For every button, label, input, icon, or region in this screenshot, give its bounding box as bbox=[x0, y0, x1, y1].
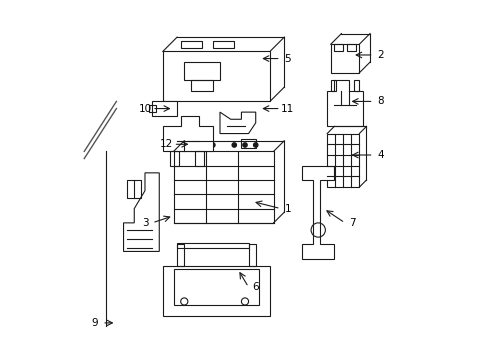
Bar bbox=[242, 139, 256, 148]
Bar bbox=[354, 80, 359, 91]
Bar bbox=[152, 102, 177, 116]
Text: 2: 2 bbox=[377, 50, 384, 60]
Bar bbox=[347, 44, 356, 51]
Polygon shape bbox=[220, 112, 256, 134]
Text: 12: 12 bbox=[160, 139, 173, 149]
Bar bbox=[213, 41, 234, 48]
Circle shape bbox=[243, 143, 247, 147]
Bar bbox=[170, 152, 179, 166]
Bar bbox=[181, 41, 202, 48]
Bar bbox=[331, 44, 359, 73]
Polygon shape bbox=[163, 116, 213, 152]
Text: 4: 4 bbox=[377, 150, 384, 160]
Bar bbox=[163, 266, 270, 316]
Bar bbox=[184, 62, 220, 80]
Text: 11: 11 bbox=[281, 104, 294, 113]
Bar bbox=[195, 152, 204, 166]
Bar bbox=[163, 51, 270, 102]
Bar bbox=[173, 269, 259, 305]
Text: 8: 8 bbox=[377, 96, 384, 107]
Text: 1: 1 bbox=[285, 203, 291, 213]
Bar bbox=[177, 244, 184, 266]
Text: 9: 9 bbox=[92, 318, 98, 328]
Bar bbox=[148, 105, 156, 112]
Circle shape bbox=[232, 143, 237, 147]
Bar bbox=[127, 180, 142, 198]
Polygon shape bbox=[302, 166, 334, 258]
Text: 6: 6 bbox=[252, 282, 259, 292]
Circle shape bbox=[200, 143, 204, 147]
Circle shape bbox=[253, 143, 258, 147]
Polygon shape bbox=[123, 173, 159, 251]
Polygon shape bbox=[327, 80, 363, 126]
Circle shape bbox=[211, 143, 215, 147]
Text: 10: 10 bbox=[138, 104, 151, 113]
Bar bbox=[177, 243, 248, 248]
Text: 7: 7 bbox=[349, 218, 355, 228]
Bar bbox=[188, 139, 202, 148]
Bar bbox=[327, 134, 359, 187]
Bar bbox=[331, 80, 336, 91]
Bar bbox=[173, 152, 273, 223]
Text: 5: 5 bbox=[285, 54, 291, 64]
Bar bbox=[248, 244, 256, 266]
Text: 3: 3 bbox=[142, 218, 148, 228]
Circle shape bbox=[189, 143, 194, 147]
Bar bbox=[334, 44, 343, 51]
Bar bbox=[192, 80, 213, 91]
